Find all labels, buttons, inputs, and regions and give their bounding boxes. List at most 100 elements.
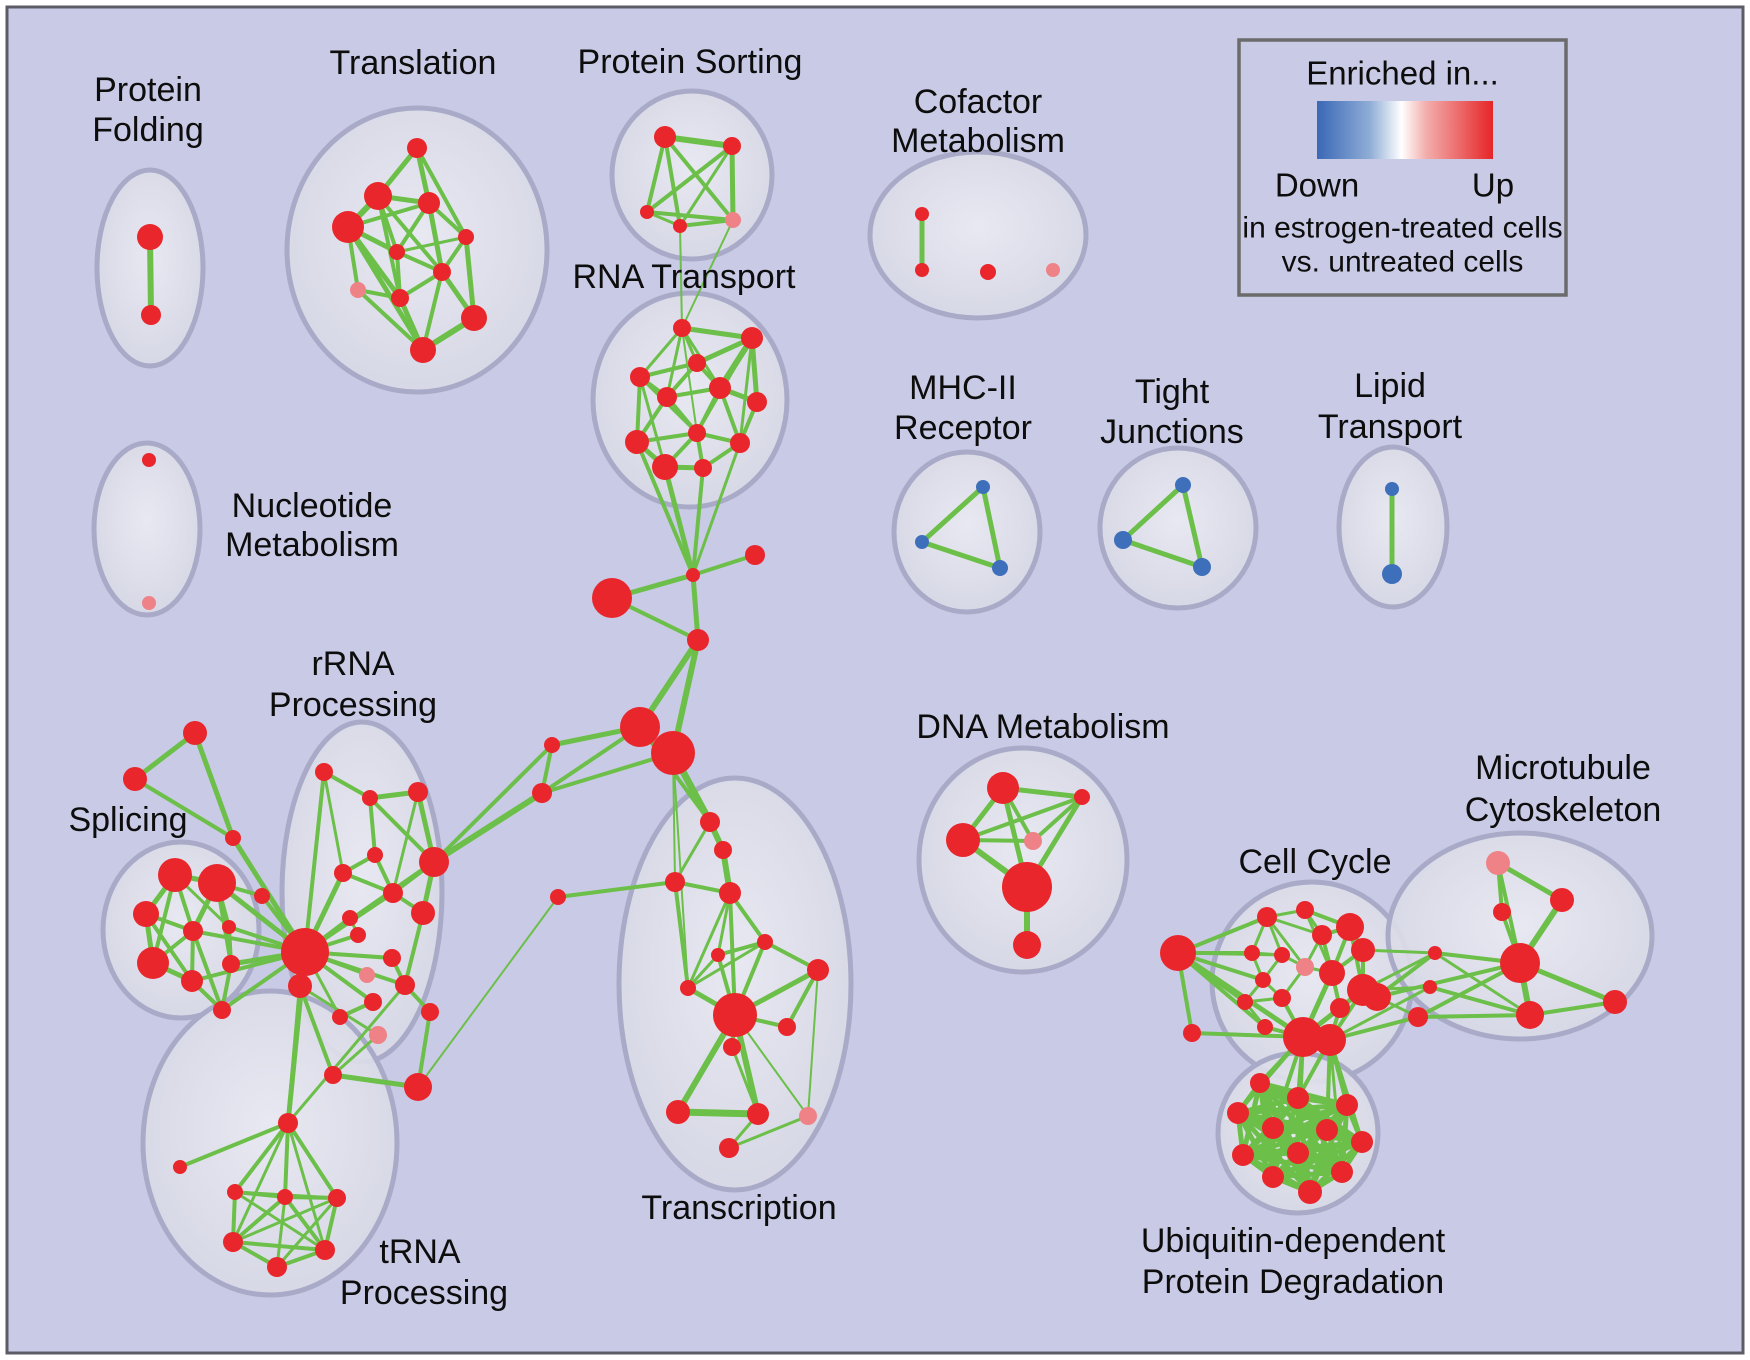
edge-tb-td — [231, 1195, 287, 1244]
node-tj1 — [1175, 477, 1191, 493]
cluster-label-tight_junctions-line1: Tight — [1135, 373, 1210, 411]
cluster-label-nucleotide_metabolism-line1: Nucleotide — [232, 487, 393, 525]
edge-x6-x7 — [716, 940, 767, 957]
edge-tr1-tr3 — [192, 730, 236, 841]
edge-th-tl — [178, 1121, 290, 1169]
node-r1 — [673, 319, 691, 337]
edge-r1-r5 — [665, 326, 684, 399]
node-rr7 — [411, 901, 435, 925]
node-ccl — [1160, 935, 1196, 971]
node-t6 — [458, 229, 474, 245]
node-ta — [227, 1184, 243, 1200]
cluster-label-microtubule_cytoskeleton-line1: Microtubule — [1475, 749, 1651, 787]
node-mt6 — [1603, 990, 1627, 1014]
edge-cc1-ccp — [1265, 915, 1307, 969]
node-r7 — [747, 392, 767, 412]
node-t11 — [410, 337, 436, 363]
node-tj3 — [1193, 558, 1211, 576]
node-cc1 — [1257, 907, 1277, 927]
cluster-label-mhc_ii_receptor-line1: MHC-II — [909, 369, 1017, 407]
node-t3 — [332, 211, 364, 243]
edge-mh1-mh3 — [980, 484, 1003, 571]
cluster-label-lipid_transport-line1: Lipid — [1354, 367, 1426, 405]
node-rr2 — [362, 790, 378, 806]
cluster-label-trna_processing-line1: tRNA — [379, 1233, 461, 1271]
edge-ps4-r1 — [679, 225, 683, 329]
node-r6 — [709, 377, 731, 399]
node-rr1 — [315, 763, 333, 781]
edge-ps1-ps2 — [662, 134, 735, 149]
node-cc11 — [1273, 989, 1291, 1007]
edge-td-te — [231, 1240, 327, 1252]
node-u1 — [1250, 1073, 1270, 1093]
edge-r8-j1 — [635, 440, 695, 577]
edge-s3-s7 — [144, 912, 194, 983]
cluster-label-tight_junctions-line2: Junctions — [1100, 413, 1244, 451]
edge-mt5-mt7 — [1416, 1013, 1532, 1019]
edge-m1-rr8 — [432, 743, 554, 864]
node-rr13 — [324, 1066, 342, 1084]
node-u8 — [1232, 1144, 1254, 1166]
edge-tb-te — [283, 1195, 327, 1252]
legend-caption-line1: in estrogen-treated cells — [1242, 212, 1562, 245]
cluster-label-protein_folding-line2: Folding — [92, 111, 204, 149]
edge-pf1-pf2 — [147, 234, 154, 318]
edge-rr2-rr8 — [368, 796, 436, 864]
edge-rr13-rh2 — [298, 984, 335, 1077]
edge-ps5-r1 — [681, 219, 734, 329]
edge-ps1-ps3 — [645, 135, 667, 214]
edge-th-te — [286, 1121, 327, 1252]
node-n1 — [687, 629, 709, 651]
node-dm5 — [1013, 931, 1041, 959]
edge-tr1-tr2 — [132, 730, 198, 782]
edge-x5-rr14 — [417, 896, 559, 1088]
node-tr3 — [225, 830, 241, 846]
node-mh3 — [992, 560, 1008, 576]
edge-u3-u4 — [1235, 1102, 1350, 1116]
node-cf1 — [915, 207, 929, 221]
node-lt2 — [1382, 564, 1402, 584]
node-x9 — [680, 980, 696, 996]
edge-th-tb — [283, 1121, 290, 1199]
edge-cc14-mth — [1375, 961, 1522, 999]
node-s3 — [133, 901, 159, 927]
node-x12 — [666, 1100, 690, 1124]
edge-r1-r9 — [681, 327, 698, 434]
node-r2 — [741, 327, 763, 349]
node-cc7 — [1274, 947, 1290, 963]
node-m1 — [544, 737, 560, 753]
edge-t1-t6 — [415, 146, 468, 239]
node-cc8 — [1319, 960, 1345, 986]
node-t1 — [407, 138, 427, 158]
node-r9 — [688, 424, 706, 442]
node-r4 — [630, 367, 650, 387]
node-rr16 — [364, 993, 382, 1011]
edge-x11-x13 — [730, 1045, 760, 1116]
edge-tj1-tj2 — [1120, 482, 1186, 543]
node-x4 — [719, 882, 741, 904]
edge-mt4-mt5 — [1428, 985, 1532, 1017]
cluster-label-protein_sorting-line1: Protein Sorting — [578, 43, 803, 81]
node-rr5 — [334, 864, 352, 882]
node-cc14 — [1363, 983, 1391, 1011]
cluster-label-dna_metabolism-line1: DNA Metabolism — [916, 708, 1169, 746]
edge-j1-sat1 — [691, 553, 757, 577]
edge-cc5-mt3 — [1361, 948, 1437, 955]
edge-tr2-tr3 — [133, 777, 235, 840]
node-td — [223, 1232, 243, 1252]
node-rh2 — [288, 974, 312, 998]
edge-tj2-tj3 — [1120, 537, 1205, 570]
node-s10 — [254, 888, 270, 904]
edge-mh1-mh2 — [919, 484, 986, 545]
node-u2 — [1287, 1087, 1309, 1109]
node-rr8 — [419, 847, 449, 877]
edge-ps1-ps4 — [663, 135, 682, 228]
node-c1 — [620, 707, 660, 747]
cluster-label-rrna_processing-line1: rRNA — [311, 645, 394, 683]
node-u7 — [1351, 1131, 1373, 1153]
node-cc2 — [1296, 901, 1314, 919]
edge-m2-rr8 — [431, 790, 545, 865]
